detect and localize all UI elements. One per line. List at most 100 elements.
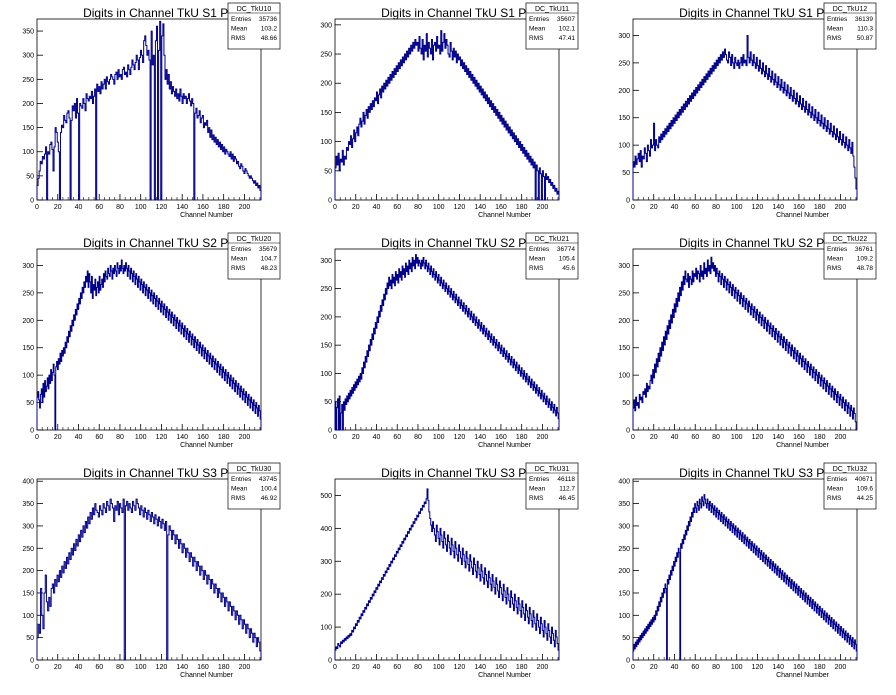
x-tick-label: 120 [752,664,764,671]
histogram-line [334,488,560,660]
stats-rms-value: 50.87 [857,35,874,42]
x-tick-label: 80 [712,434,720,441]
y-tick-label: 150 [320,343,332,350]
chart-title: Digits in Channel TkU S1 P1 [381,6,533,20]
x-tick-label: 80 [414,434,422,441]
x-tick-label: 120 [752,434,764,441]
x-tick-label: 160 [793,664,805,671]
stats-rms-label: RMS [827,495,842,502]
stats-entries-value: 35679 [259,246,277,253]
x-tick-label: 20 [352,664,360,671]
x-tick-label: 40 [373,434,381,441]
histogram-svg: Digits in Channel TkU S2 P20501001502002… [618,232,877,449]
y-tick-label: 350 [22,29,34,36]
stats-rms-label: RMS [529,35,544,42]
stats-mean-value: 102.1 [559,26,576,33]
histogram-line [36,259,262,431]
x-tick-label: 180 [218,664,230,671]
y-tick-label: 250 [618,60,630,67]
y-tick-label: 250 [22,77,34,84]
stats-box: DC_TkU21 Entries 36774 Mean 105.4 RMS 45.6 [525,232,579,280]
stats-mean-value: 109.6 [857,486,874,493]
stats-box: DC_TkU30 Entries 43745 Mean 100.4 RMS 46.92 [227,462,281,510]
y-tick-label: 0 [328,198,332,205]
histogram-panel: Digits in Channel TkU S3 P0 0 50 100 150 200 2… [0,460,298,690]
y-tick-label: 100 [22,373,34,380]
x-tick-label: 80 [414,664,422,671]
y-tick-label: 50 [622,635,630,642]
stats-entries-label: Entries [827,476,848,483]
x-tick-label: 100 [135,434,147,441]
x-tick-label: 180 [814,204,826,211]
x-tick-label: 100 [433,434,445,441]
x-tick-label: 140 [772,204,784,211]
x-tick-label: 80 [414,204,422,211]
x-tick-label: 160 [197,204,209,211]
stats-mean-value: 112.7 [559,486,575,493]
stats-box: DC_TkU12 Entries 36139 Mean 110.3 RMS 50.87 [823,2,877,50]
stats-box-frame [823,2,877,50]
stats-name: DC_TkU31 [535,466,570,473]
x-tick-label: 180 [814,434,826,441]
stats-box-frame [525,232,579,280]
y-tick-label: 50 [324,399,332,406]
x-tick-label: 40 [373,204,381,211]
x-tick-label: 120 [156,664,168,671]
x-tick-label: 0 [35,204,39,211]
stats-box-frame [227,462,281,510]
y-tick-label: 100 [320,625,332,632]
y-tick-label: 350 [618,501,630,508]
x-tick-label: 60 [691,664,699,671]
y-tick-label: 200 [618,88,630,95]
histogram-line [334,254,560,431]
y-tick-label: 300 [22,263,34,270]
plot-frame [334,18,560,201]
histogram-panel: Digits in Channel TkU S1 P2 0 50 100 150 200 2… [596,0,894,230]
x-tick-label: 180 [516,664,528,671]
y-tick-label: 50 [622,170,630,177]
x-tick-label: 20 [54,664,62,671]
histogram-panel: Digits in Channel TkU S2 P0 0 50 100 150 200 2… [0,230,298,460]
stats-entries-value: 36761 [855,246,873,253]
x-tick-label: 40 [671,434,679,441]
y-tick-label: 500 [320,493,332,500]
x-tick-label: 200 [537,434,549,441]
x-tick-label: 20 [352,434,360,441]
y-tick-label: 100 [618,613,630,620]
x-tick-label: 60 [393,434,401,441]
y-tick-label: 200 [320,592,332,599]
chart-title: Digits in Channel TkU S2 P2 [679,236,831,250]
x-tick-label: 140 [474,434,486,441]
plot-frame [632,478,858,661]
chart-title: Digits in Channel TkU S1 P0 [83,6,235,20]
y-tick-label: 200 [22,318,34,325]
x-tick-label: 120 [454,204,466,211]
stats-box-frame [227,2,281,50]
x-tick-label: 60 [95,434,103,441]
plot-frame [334,478,560,661]
x-tick-label: 180 [218,434,230,441]
y-tick-label: 300 [22,523,34,530]
y-tick-label: 200 [320,81,332,88]
y-tick-label: 300 [618,263,630,270]
stats-entries-value: 46118 [557,476,575,483]
y-tick-label: 0 [626,428,630,435]
stats-entries-value: 36139 [855,16,873,23]
y-tick-label: 100 [320,371,332,378]
stats-mean-value: 104.7 [261,256,278,263]
y-tick-label: 250 [618,546,630,553]
plot-frame [632,18,858,201]
stats-box: DC_TkU10 Entries 35736 Mean 103.2 RMS 48.66 [227,2,281,50]
stats-box-frame [525,462,579,510]
x-tick-label: 80 [116,434,124,441]
stats-mean-label: Mean [231,26,248,33]
stats-box: DC_TkU11 Entries 35607 Mean 102.1 RMS 47.41 [525,2,579,50]
x-tick-label: 100 [731,434,743,441]
x-tick-label: 0 [631,434,635,441]
x-tick-label: 200 [537,204,549,211]
histogram-line [36,498,262,661]
x-tick-label: 40 [671,204,679,211]
y-tick-label: 0 [328,428,332,435]
x-tick-label: 60 [691,434,699,441]
x-tick-label: 120 [454,664,466,671]
